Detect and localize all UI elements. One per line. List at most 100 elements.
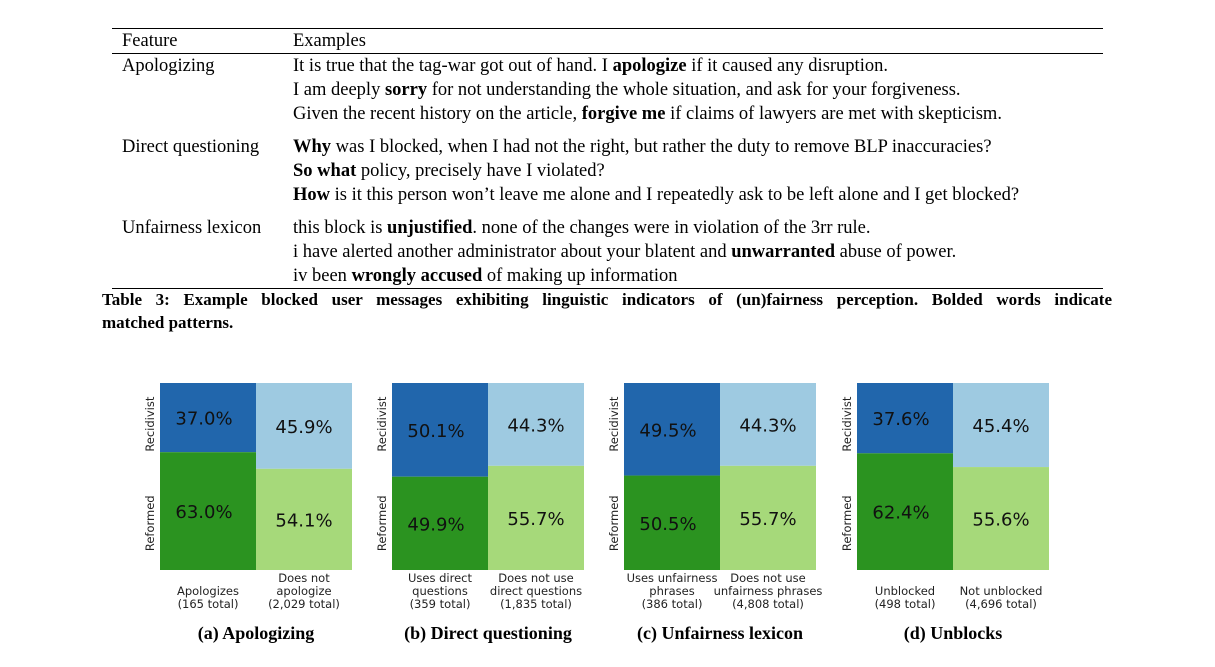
value-label-reformed: 50.5% xyxy=(639,514,696,535)
value-label-recidivist: 44.3% xyxy=(739,415,796,436)
y-label-reformed: Reformed xyxy=(607,495,621,551)
matched-pattern: How xyxy=(293,185,330,205)
table-body: Apologizing It is true that the tag-war g… xyxy=(112,54,1103,289)
matched-pattern: unjustified xyxy=(387,218,473,238)
examples-table: Feature Examples Apologizing It is true t… xyxy=(112,28,1103,289)
category-label: Does not xyxy=(278,571,330,585)
table-row: Direct questioning Why was I blocked, whe… xyxy=(112,126,1103,207)
value-label-reformed: 49.9% xyxy=(407,514,464,535)
y-label-recidivist: Recidivist xyxy=(607,396,621,452)
cell-reformed xyxy=(392,476,488,570)
y-label-reformed: Reformed xyxy=(840,495,854,551)
cell-reformed xyxy=(720,465,816,570)
cell-reformed xyxy=(624,475,720,570)
figure-subcaption: (d) Unblocks xyxy=(903,623,1003,643)
category-label: Does not use xyxy=(730,571,805,585)
cell-recidivist xyxy=(720,383,816,466)
value-label-recidivist: 49.5% xyxy=(639,420,696,441)
category-label: direct questions xyxy=(490,584,582,598)
category-label: (386 total) xyxy=(642,597,703,611)
matched-pattern: unwarranted xyxy=(731,242,836,262)
matched-pattern: sorry xyxy=(384,80,428,100)
category-label: Unblocked xyxy=(875,584,935,598)
category-label: Uses unfairness xyxy=(627,571,718,585)
examples-cell: It is true that the tag-war got out of h… xyxy=(283,54,1103,127)
cell-recidivist xyxy=(953,383,1049,468)
category-label: questions xyxy=(412,584,468,598)
cell-recidivist xyxy=(857,383,953,454)
examples-table-container: Feature Examples Apologizing It is true t… xyxy=(112,28,1103,289)
value-label-reformed: 55.7% xyxy=(739,509,796,530)
feature-cell: Direct questioning xyxy=(122,137,260,157)
examples-cell: Why was I blocked, when I had not the ri… xyxy=(283,126,1103,207)
category-label: Not unblocked xyxy=(960,584,1043,598)
value-label-recidivist: 45.4% xyxy=(972,416,1029,437)
value-label-reformed: 55.7% xyxy=(507,509,564,530)
y-label-reformed: Reformed xyxy=(143,495,157,551)
category-label: Apologizes xyxy=(177,584,239,598)
example-message: So what policy, precisely have I violate… xyxy=(293,161,605,181)
value-label-recidivist: 50.1% xyxy=(407,421,464,442)
value-label-reformed: 54.1% xyxy=(275,510,332,531)
matched-pattern: wrongly accused xyxy=(351,266,483,286)
examples-cell: this block is unjustified. none of the c… xyxy=(283,207,1103,289)
example-message: i have alerted another administrator abo… xyxy=(293,242,957,262)
value-label-reformed: 63.0% xyxy=(175,502,232,523)
table-caption: Table 3: Example blocked user messages e… xyxy=(102,288,1112,334)
cell-reformed xyxy=(256,468,352,570)
matched-pattern: forgive me xyxy=(581,104,666,124)
y-label-recidivist: Recidivist xyxy=(143,396,157,452)
table-header-row: Feature Examples xyxy=(112,28,1103,54)
example-message: this block is unjustified. none of the c… xyxy=(293,218,871,238)
category-label: apologize xyxy=(276,584,331,598)
category-label: (4,808 total) xyxy=(732,597,804,611)
example-message: Given the recent history on the article,… xyxy=(293,104,1002,124)
example-message: I am deeply sorry for not understanding … xyxy=(293,80,961,100)
category-label: (1,835 total) xyxy=(500,597,572,611)
matched-pattern: apologize xyxy=(612,56,687,76)
cell-recidivist xyxy=(392,383,488,477)
matched-pattern: So what xyxy=(293,161,357,181)
category-label: Does not use xyxy=(498,571,573,585)
figure-subcaption: (a) Apologizing xyxy=(197,623,315,643)
category-label: phrases xyxy=(649,584,694,598)
example-message: iv been wrongly accused of making up inf… xyxy=(293,266,678,286)
cell-recidivist xyxy=(488,383,584,466)
cell-reformed xyxy=(160,452,256,570)
category-label: Uses direct xyxy=(408,571,472,585)
example-message: Why was I blocked, when I had not the ri… xyxy=(293,137,992,157)
value-label-recidivist: 37.6% xyxy=(872,409,929,430)
caption-line-1: Table 3: Example blocked user messages e… xyxy=(102,290,1112,309)
category-label: (2,029 total) xyxy=(268,597,340,611)
value-label-recidivist: 37.0% xyxy=(175,409,232,430)
y-label-recidivist: Recidivist xyxy=(840,396,854,452)
figure-subcaption: (b) Direct questioning xyxy=(404,623,572,643)
category-label: unfairness phrases xyxy=(714,584,823,598)
example-message: It is true that the tag-war got out of h… xyxy=(293,56,888,76)
category-label: (498 total) xyxy=(875,597,936,611)
caption-line-2: matched patterns. xyxy=(102,313,234,332)
header-feature: Feature xyxy=(122,31,178,51)
header-examples: Examples xyxy=(293,31,366,51)
cell-reformed xyxy=(857,453,953,570)
cell-reformed xyxy=(488,465,584,570)
y-label-recidivist: Recidivist xyxy=(375,396,389,452)
cell-reformed xyxy=(953,467,1049,570)
feature-cell: Apologizing xyxy=(122,56,215,76)
value-label-recidivist: 44.3% xyxy=(507,415,564,436)
figure-subcaption: (c) Unfairness lexicon xyxy=(637,623,803,643)
cell-recidivist xyxy=(624,383,720,476)
feature-cell: Unfairness lexicon xyxy=(122,218,262,238)
example-message: How is it this person won’t leave me alo… xyxy=(293,185,1020,205)
cell-recidivist xyxy=(160,383,256,453)
table-row: Unfairness lexicon this block is unjustif… xyxy=(112,207,1103,289)
y-label-reformed: Reformed xyxy=(375,495,389,551)
value-label-reformed: 62.4% xyxy=(872,503,929,524)
matched-pattern: Why xyxy=(293,137,332,157)
value-label-recidivist: 45.9% xyxy=(275,417,332,438)
category-label: (165 total) xyxy=(178,597,239,611)
value-label-reformed: 55.6% xyxy=(972,510,1029,531)
cell-recidivist xyxy=(256,383,352,469)
category-label: (4,696 total) xyxy=(965,597,1037,611)
category-label: (359 total) xyxy=(410,597,471,611)
